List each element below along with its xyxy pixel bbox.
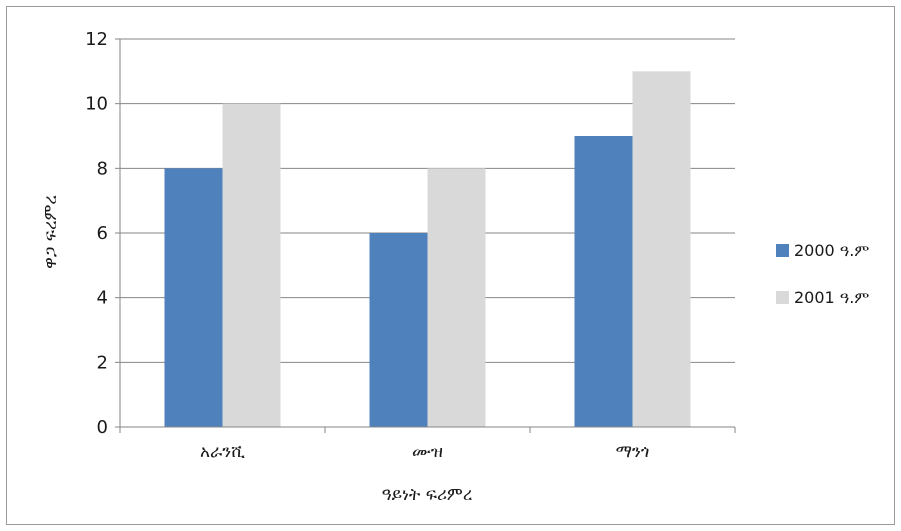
axes bbox=[115, 38, 736, 433]
y-tick-label: 4 bbox=[97, 288, 108, 309]
y-tick-label: 2 bbox=[97, 352, 108, 373]
y-tick-label: 6 bbox=[97, 223, 108, 244]
y-tick-label: 8 bbox=[97, 158, 108, 179]
x-axis-title: ዓይነት ፍሪምረ bbox=[382, 485, 473, 505]
y-tick-label: 12 bbox=[85, 29, 108, 50]
x-category-labels: አራንሺ ሙዝ ማንጎ bbox=[200, 442, 649, 462]
y-tick-label: 10 bbox=[85, 94, 108, 115]
x-category-label: ሙዝ bbox=[412, 442, 443, 462]
bar-series-1-cat-0 bbox=[222, 103, 281, 428]
legend-swatch-2001 bbox=[776, 291, 789, 304]
legend-label-2000: 2000 ዓ.ም bbox=[794, 241, 869, 260]
y-tick-labels: 0 2 4 6 8 10 12 bbox=[85, 29, 108, 438]
y-tick-label: 0 bbox=[97, 417, 108, 438]
bar-series-0-cat-2 bbox=[574, 136, 633, 427]
y-axis-title: ዋጋ ፍረምረ bbox=[41, 195, 61, 269]
legend-swatch-2000 bbox=[776, 244, 789, 257]
x-category-label: ማንጎ bbox=[616, 442, 650, 462]
bar-series-1-cat-2 bbox=[632, 71, 691, 427]
legend-label-2001: 2001 ዓ.ም bbox=[794, 288, 869, 307]
x-category-label: አራንሺ bbox=[200, 442, 245, 462]
legend: 2000 ዓ.ም 2001 ዓ.ም bbox=[776, 241, 869, 307]
bar-series-1-cat-1 bbox=[427, 168, 486, 428]
bar-series-0-cat-0 bbox=[164, 168, 223, 428]
bars bbox=[164, 71, 691, 428]
bar-series-0-cat-1 bbox=[369, 233, 428, 427]
